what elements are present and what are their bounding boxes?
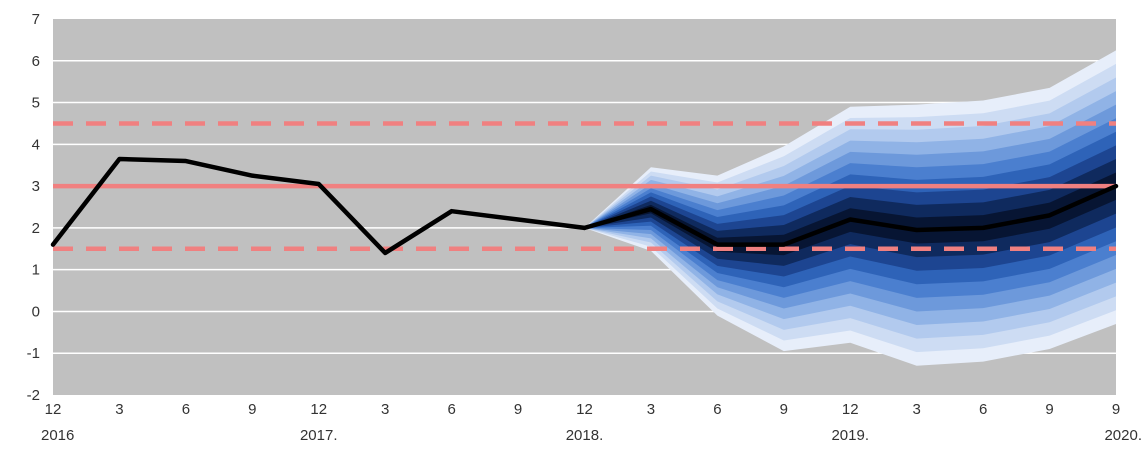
x-tick-label-month: 12	[45, 401, 62, 418]
x-tick-label-year: 2019.	[831, 427, 869, 444]
x-tick-label-month: 6	[182, 401, 190, 418]
y-axis-tick-labels: -2 -1 0 1 2 3 4 5 6 7	[27, 11, 40, 404]
x-tick-label-month: 6	[447, 401, 455, 418]
x-tick-label-month: 9	[1045, 401, 1053, 418]
forecast-median-line	[582, 183, 1119, 247]
actual-line	[50, 156, 587, 256]
x-tick-label-month: 9	[1112, 401, 1120, 418]
x-tick-label-month: 3	[381, 401, 389, 418]
x-tick-label-month: 3	[115, 401, 123, 418]
fan-band-10	[584, 172, 1116, 256]
x-axis-tick-labels: 12 2016 3 6 9 12 2017. 3 6 9 12 2018. 3 6 9 12 2019. 3 6 9 9…	[41, 401, 1142, 444]
x-tick-label-month: 9	[780, 401, 788, 418]
x-tick-label-year: 2016	[41, 427, 74, 444]
x-tick-label-month: 12	[310, 401, 327, 418]
x-tick-label-year: 2018.	[566, 427, 604, 444]
data-lines	[50, 156, 1119, 256]
x-tick-label-month: 3	[913, 401, 921, 418]
x-tick-label-year: 2017.	[300, 427, 338, 444]
y-tick-label: 5	[32, 95, 40, 112]
x-tick-label-month: 9	[514, 401, 522, 418]
x-tick-label-month: 6	[979, 401, 987, 418]
gridlines	[53, 60, 1116, 354]
x-tick-label-month: 12	[842, 401, 859, 418]
y-tick-label: 4	[32, 136, 40, 153]
x-tick-label-year: 2020.	[1104, 427, 1142, 444]
y-tick-label: -2	[27, 387, 40, 404]
y-tick-label: -1	[27, 345, 40, 362]
x-tick-label-month: 9	[248, 401, 256, 418]
x-tick-label-month: 12	[576, 401, 593, 418]
reference-lines	[53, 121, 1116, 252]
y-tick-label: 6	[32, 53, 40, 70]
y-tick-label: 2	[32, 220, 40, 237]
x-tick-label-month: 3	[647, 401, 655, 418]
y-tick-label: 1	[32, 262, 40, 279]
x-tick-label-month: 6	[713, 401, 721, 418]
y-tick-label: 7	[32, 11, 40, 28]
y-tick-label: 3	[32, 178, 40, 195]
y-tick-label: 0	[32, 303, 40, 320]
forecast-fan	[584, 50, 1116, 366]
